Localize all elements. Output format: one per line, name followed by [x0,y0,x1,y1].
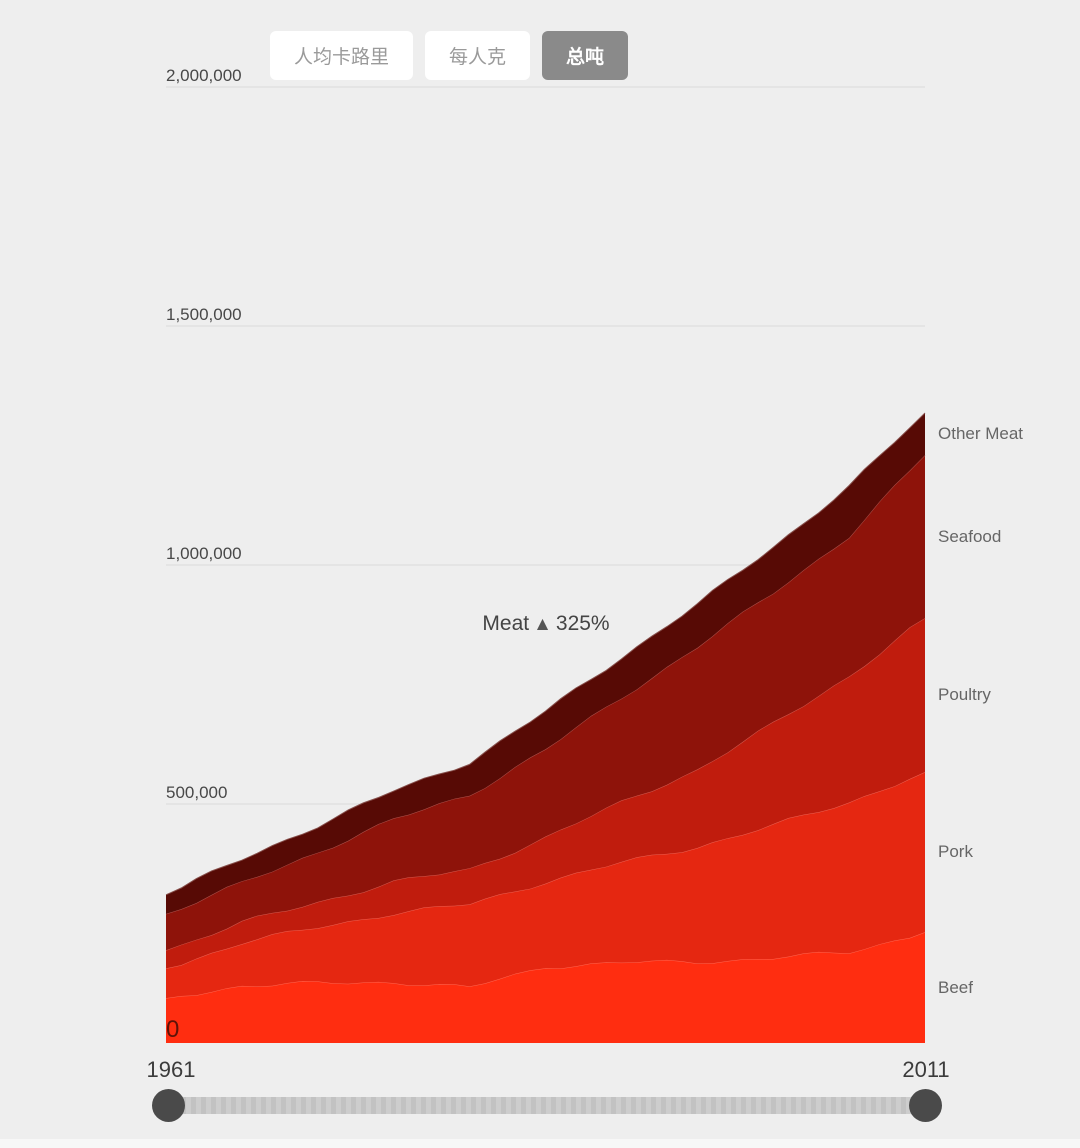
y-tick-label: 500,000 [166,783,228,802]
area-beef [166,932,925,1043]
area-other-meat [166,413,925,914]
unit-toggle-button[interactable]: 人均卡路里 [270,31,414,80]
unit-toggle-button[interactable]: 总吨 [542,31,629,80]
y-tick-label: 1,500,000 [166,305,242,324]
triangle-up-icon: ▲ [533,613,552,635]
slider-end-label: 2011 [902,1057,950,1082]
series-label-pork: Pork [938,842,973,862]
trend-annotation: Meat ▲ 325% [482,612,609,636]
page-bottom-strip [0,1139,1080,1148]
series-label-poultry: Poultry [938,685,991,705]
unit-toggle: 人均卡路里 每人克 总吨 [270,31,629,80]
y-tick-label: 2,000,000 [166,66,242,85]
slider-handle-end[interactable] [909,1089,942,1122]
series-label-beef: Beef [938,977,973,997]
year-range-slider-track[interactable] [166,1097,926,1114]
annotation-label: Meat [482,612,530,635]
area-poultry [166,618,925,969]
area-pork [166,772,925,999]
y-tick-label: 0 [166,1016,180,1043]
unit-toggle-button[interactable]: 每人克 [425,31,531,80]
series-label-seafood: Seafood [938,526,1002,546]
slider-start-label: 1961 [146,1057,196,1082]
area-top-edge [165,412,926,896]
annotation-value: 325% [555,612,610,635]
y-tick-label: 1,000,000 [166,544,242,563]
slider-handle-start[interactable] [152,1089,185,1122]
series-label-other-meat: Other Meat [938,424,1024,444]
area-seafood [166,455,925,951]
